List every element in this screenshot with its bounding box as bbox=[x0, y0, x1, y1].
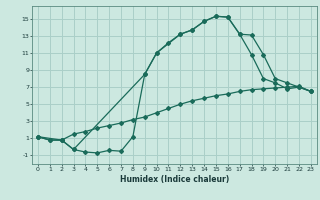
X-axis label: Humidex (Indice chaleur): Humidex (Indice chaleur) bbox=[120, 175, 229, 184]
